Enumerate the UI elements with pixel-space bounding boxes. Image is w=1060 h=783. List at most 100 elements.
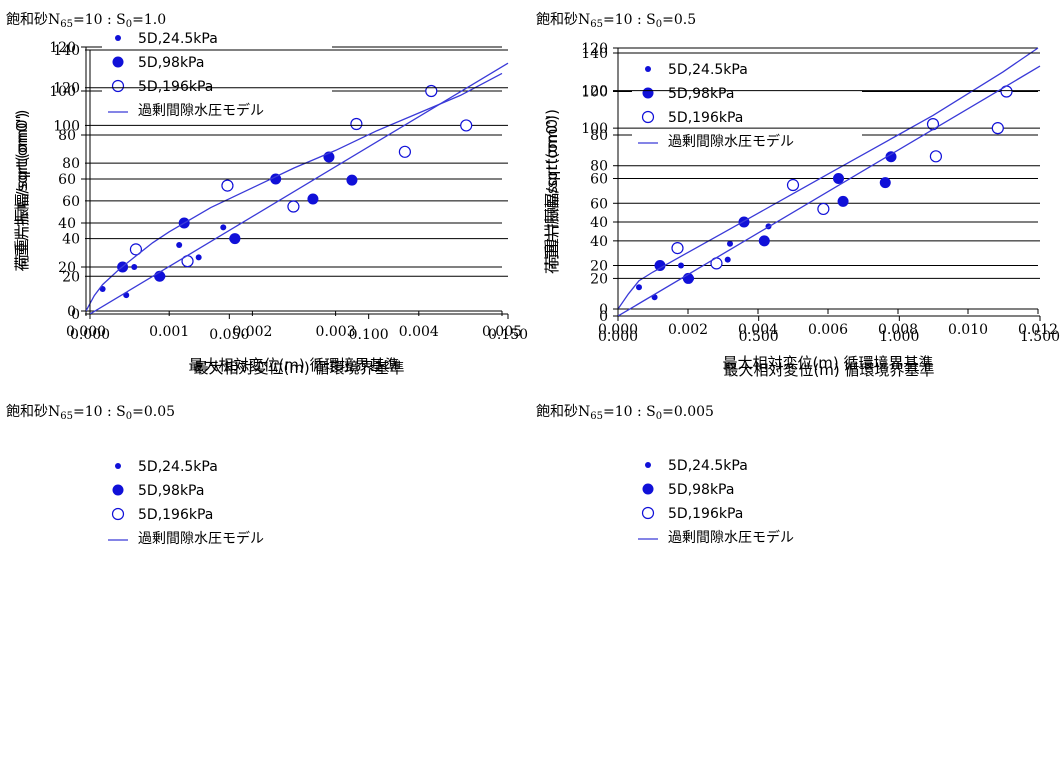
legend-label: 5D,24.5kPa: [668, 458, 748, 474]
title-part: =1.0: [132, 12, 166, 28]
title-part: =10 : S: [73, 12, 126, 28]
x-tick-label: 0.150: [488, 327, 528, 343]
legend-box: [632, 455, 862, 555]
legend-label: 5D,98kPa: [668, 86, 734, 102]
x-tick-label: 0.010: [948, 322, 988, 338]
chart-title: 飽和砂N65=10 : S0=1.0: [6, 11, 166, 30]
y-axis-label: 荷重片振幅/sqrt(σm0'): [543, 115, 561, 274]
legend-marker-small-dot: [115, 463, 121, 469]
y-tick-label: 20: [62, 269, 80, 285]
data-point-196kpa: [221, 179, 234, 192]
legend-label: 過剰間隙水圧モデル: [138, 530, 264, 547]
legend-label: 5D,196kPa: [668, 506, 743, 522]
title-subscript: 0: [126, 411, 132, 422]
legend-marker-large-dot: [112, 56, 124, 68]
y-tick-label: 20: [58, 260, 76, 276]
data-point-98kpa: [758, 235, 770, 247]
x-tick-label: 0.000: [598, 329, 638, 345]
data-point-98kpa: [270, 173, 282, 185]
data-point-24.5kpa: [195, 254, 202, 261]
x-tick-label: 0.008: [878, 322, 918, 338]
data-point-196kpa: [671, 242, 684, 255]
x-tick-label: 0.006: [808, 322, 848, 338]
chart-panel-s0-0.05: 飽和砂N65=10 : S0=0.05 0 20 40 60 80 100 120 140 0.0…: [0, 43, 530, 783]
x-tick-label: 1.000: [879, 329, 919, 345]
data-point-98kpa: [346, 174, 358, 186]
legend-box: [632, 59, 862, 159]
y-tick-label: 80: [58, 128, 76, 144]
chart-panel-s0-0.5: 飽和砂N65=10 : S0=0.5 0 20 40 60 80 100 120 0.000 0.…: [530, 0, 1060, 391]
x-tick-label: 0.100: [349, 327, 389, 343]
data-point-98kpa: [837, 195, 849, 207]
x-tick-label: 0.050: [209, 327, 249, 343]
y-tick-label: 0: [71, 307, 80, 323]
chart-svg: 飽和砂N65=10 : S0=0.050204060801001201400.0…: [6, 43, 528, 556]
legend-marker-small-dot: [115, 35, 121, 41]
y-tick-label: 80: [590, 159, 608, 175]
legend-marker-open-circle: [641, 110, 655, 124]
data-point-24.5kpa: [131, 264, 138, 270]
y-tick-label: 60: [590, 196, 608, 212]
legend-label: 過剰間隙水圧モデル: [668, 529, 794, 546]
y-tick-label: 120: [53, 81, 80, 97]
x-tick-label: 0.000: [598, 322, 638, 338]
title-subscript: 0: [656, 411, 662, 422]
data-point-98kpa: [738, 216, 750, 228]
x-tick-label: 0.003: [316, 324, 356, 340]
legend-box: [102, 456, 332, 556]
x-tick-label: 0.000: [66, 324, 106, 340]
data-point-24.5kpa: [220, 224, 227, 231]
series-line-model: [90, 62, 509, 314]
title-subscript: 65: [590, 411, 603, 422]
x-tick-label: 0.005: [482, 324, 522, 340]
series-line-model: [618, 65, 1041, 316]
y-tick-label: 0: [599, 309, 608, 325]
title-part: 飽和砂N: [536, 11, 590, 28]
legend-label: 5D,24.5kPa: [138, 459, 218, 475]
x-tick-label: 0.004: [399, 324, 439, 340]
data-point-196kpa: [287, 200, 300, 213]
data-point-196kpa: [991, 122, 1004, 135]
legend-box: [102, 28, 332, 128]
y-tick-label: 0: [599, 302, 608, 318]
title-part: 飽和砂N: [536, 403, 590, 420]
data-point-196kpa: [817, 202, 830, 216]
legend-label: 5D,196kPa: [668, 110, 743, 126]
x-tick-label: 0.002: [232, 324, 272, 340]
data-point-24.5kpa: [727, 240, 733, 247]
data-point-196kpa: [129, 243, 143, 256]
x-axis-label: 最大相対変位(m) 循環境界基準: [722, 354, 933, 372]
y-tick-label: 60: [590, 172, 608, 188]
chart-title: 飽和砂N65=10 : S0=0.005: [536, 403, 714, 422]
series-line-model: [86, 72, 503, 311]
series-line-model: [618, 47, 1039, 309]
legend-marker-large-dot: [642, 87, 654, 99]
data-point-24.5kpa: [176, 242, 183, 248]
y-tick-label: 0: [67, 304, 76, 320]
data-point-24.5kpa: [678, 262, 684, 269]
title-part: =0.005: [662, 404, 714, 420]
x-tick-label: 0.500: [739, 329, 779, 345]
x-tick-label: 0.002: [668, 322, 708, 338]
y-axis-label: 荷重片振幅/sqrt(σm0'): [13, 113, 31, 272]
data-point-98kpa: [885, 151, 897, 163]
y-tick-label: 100: [49, 84, 76, 100]
y-tick-label: 140: [581, 46, 608, 62]
x-tick-label: 0.001: [149, 324, 189, 340]
x-axis-label: 最大相対変位(m) 循環境界基準: [723, 361, 934, 379]
y-tick-label: 100: [53, 118, 80, 134]
data-point-98kpa: [654, 260, 666, 271]
legend-label: 5D,98kPa: [138, 483, 204, 499]
data-point-196kpa: [460, 119, 473, 132]
data-point-196kpa: [350, 117, 363, 131]
data-point-98kpa: [879, 177, 891, 189]
y-tick-label: 80: [62, 156, 80, 172]
title-subscript: 0: [656, 19, 662, 30]
title-subscript: 65: [60, 411, 73, 422]
chart-title: 飽和砂N65=10 : S0=0.5: [536, 11, 696, 30]
data-point-196kpa: [425, 84, 438, 98]
data-point-196kpa: [786, 178, 800, 192]
legend-marker-small-dot: [645, 462, 651, 468]
legend-label: 5D,98kPa: [138, 55, 204, 71]
